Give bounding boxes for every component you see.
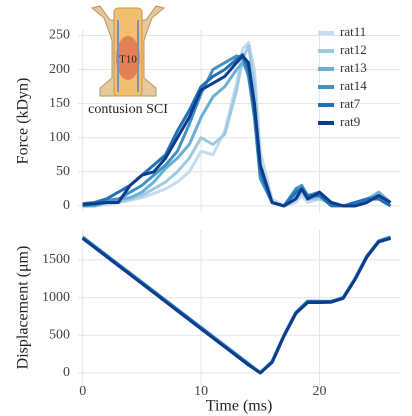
series-line bbox=[81, 236, 391, 375]
lesion bbox=[116, 36, 140, 80]
legend-label: rat11 bbox=[340, 24, 366, 39]
inset: T10 contusion SCI bbox=[88, 5, 168, 117]
x-tick-label: 20 bbox=[313, 384, 327, 399]
legend-label: rat14 bbox=[340, 78, 367, 93]
legend-label: rat13 bbox=[340, 60, 367, 75]
y-tick-label: 150 bbox=[49, 96, 70, 111]
y-tick-label: 1000 bbox=[42, 290, 70, 305]
y-axis-title: Force (kDyn) bbox=[15, 78, 32, 165]
y-tick-label: 200 bbox=[49, 62, 70, 77]
legend-label: rat9 bbox=[340, 114, 360, 129]
inset-label: T10 bbox=[119, 54, 137, 66]
y-tick-label: 0 bbox=[63, 365, 70, 380]
y-tick-label: 50 bbox=[56, 164, 70, 179]
y-tick-label: 0 bbox=[63, 198, 70, 213]
legend-label: rat12 bbox=[340, 42, 367, 57]
y-axis-title: Displacement (μm) bbox=[15, 246, 32, 370]
inset-label: contusion SCI bbox=[88, 102, 168, 117]
series-line bbox=[82, 54, 392, 208]
x-tick-label: 10 bbox=[194, 384, 208, 399]
y-tick-label: 100 bbox=[49, 130, 70, 145]
x-axis-title: Time (ms) bbox=[206, 398, 273, 415]
y-tick-label: 500 bbox=[49, 327, 70, 342]
y-tick-label: 1500 bbox=[42, 252, 70, 267]
x-tick-label: 0 bbox=[79, 384, 86, 399]
legend-label: rat7 bbox=[340, 96, 361, 111]
y-tick-label: 250 bbox=[49, 28, 70, 43]
